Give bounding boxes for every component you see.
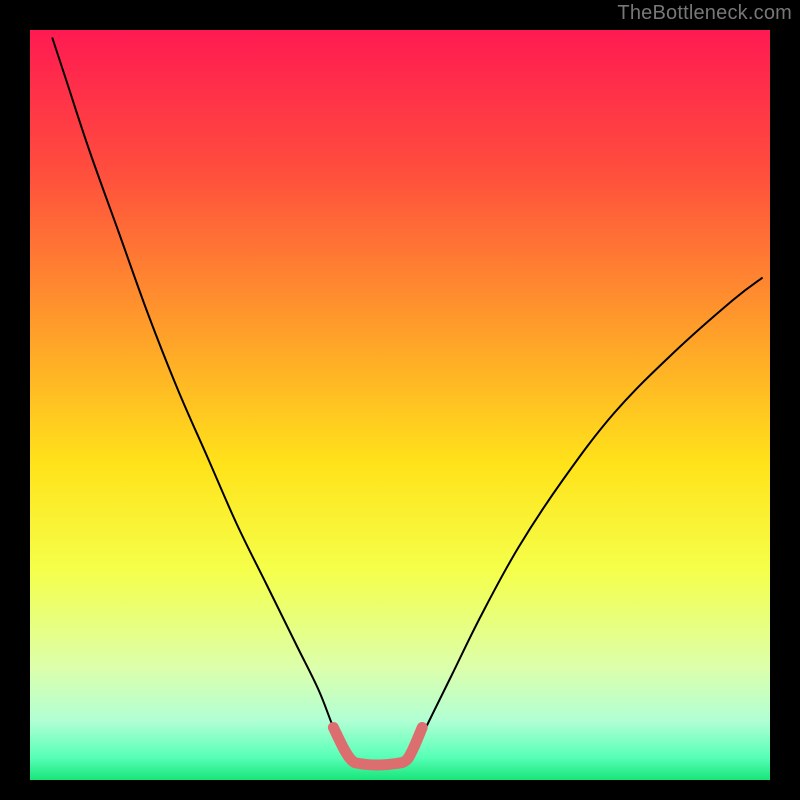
bottleneck-curve-chart xyxy=(0,0,800,800)
chart-stage: TheBottleneck.com xyxy=(0,0,800,800)
plot-background xyxy=(30,30,770,780)
